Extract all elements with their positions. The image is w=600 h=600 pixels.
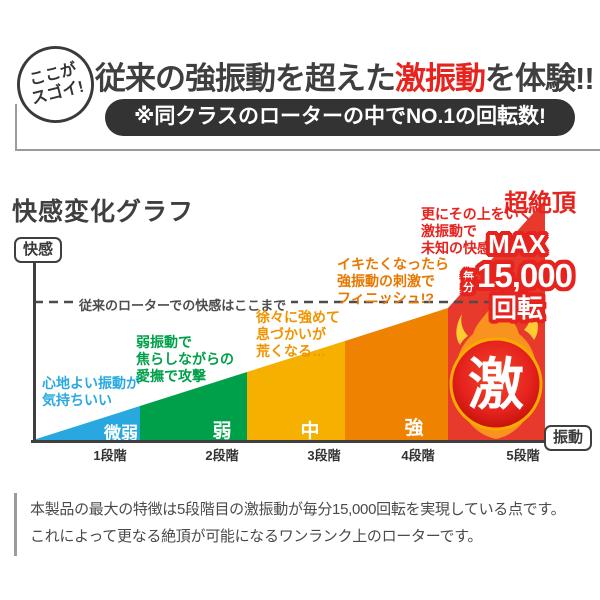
footer-note: 本製品の最大の特徴は5段階目の激振動が毎分15,000回転を実現している点です。…	[30, 496, 590, 550]
geki-circle	[449, 337, 543, 431]
peak-label: 超絶頂	[504, 190, 576, 217]
chart-title: 快感変化グラフ	[12, 198, 195, 226]
headline-highlight: 激振動	[395, 61, 486, 96]
level-label-4: 強	[404, 418, 424, 439]
stage-tick-2: 2段階	[205, 448, 239, 463]
max-rpm-badge: MAX 毎分15,000 回転	[438, 229, 596, 323]
footer-line2: これによって更なる絶頂が可能になるワンランク上のローターです。	[30, 528, 483, 545]
max-rpm-number: 15,000	[477, 257, 573, 295]
annotation-level-1: 心地よい振動が 気持ちいい	[42, 375, 140, 409]
y-axis-label-box: 快感	[14, 237, 62, 263]
x-axis-line	[31, 440, 552, 443]
divider-line-vertical	[15, 104, 17, 150]
stage-tick-5: 5段階	[506, 448, 540, 463]
geki-character: 激	[468, 353, 524, 416]
max-rpm-row: 毎分15,000	[438, 259, 596, 294]
step-polygon-1	[33, 406, 140, 440]
headline-pre: 従来の強振動を超えた	[95, 61, 396, 96]
max-rpm-unit: 回転	[490, 292, 543, 323]
step-polygon-2	[140, 372, 247, 440]
step-polygon-4	[345, 308, 448, 440]
x-axis-label-box: 振動	[544, 425, 592, 451]
annotation-level-5: 更にその上をいく 激振動で 未知の快感を	[421, 206, 533, 257]
level-label-1: 微弱	[104, 424, 138, 443]
stage-tick-4: 4段階	[401, 448, 435, 463]
level-label-2: 弱	[212, 421, 232, 442]
level-label-3: 中	[300, 421, 320, 442]
step-polygon-3	[247, 341, 345, 440]
annotation-level-4: イキたくなったら 強振動の刺激で フィニッシュ!?	[337, 256, 449, 307]
subbanner-pill: ※同クラスのローターの中でNO.1の回転数!	[105, 99, 575, 136]
flame-lick-right	[524, 307, 538, 340]
stage-tick-1: 1段階	[93, 448, 127, 463]
here-is-great-badge: ここが スゴイ!	[8, 37, 103, 132]
footer-accent-bar	[14, 493, 17, 556]
threshold-label: 従来のローターでの快感はここまで	[74, 295, 292, 314]
max-word: MAX	[488, 229, 546, 259]
max-rpm-prefix: 毎分	[463, 270, 475, 295]
divider-line-horizontal	[15, 149, 600, 151]
headline: 従来の強振動を超えた激振動を体験!!	[95, 53, 595, 98]
stage-tick-3: 3段階	[307, 448, 341, 463]
annotation-level-2: 弱振動で 焦らしながらの 愛撫で攻撃	[136, 334, 234, 385]
annotation-level-3: 徐々に強めて 息づかいが 荒くなる…	[256, 309, 340, 360]
flame-icon: 激	[449, 296, 543, 439]
footer-line1: 本製品の最大の特徴は5段階目の激振動が毎分15,000回転を実現している点です。	[30, 501, 566, 518]
headline-post: を体験!!	[485, 61, 595, 96]
flame-lick-left	[456, 314, 468, 345]
y-axis-line	[33, 261, 36, 443]
